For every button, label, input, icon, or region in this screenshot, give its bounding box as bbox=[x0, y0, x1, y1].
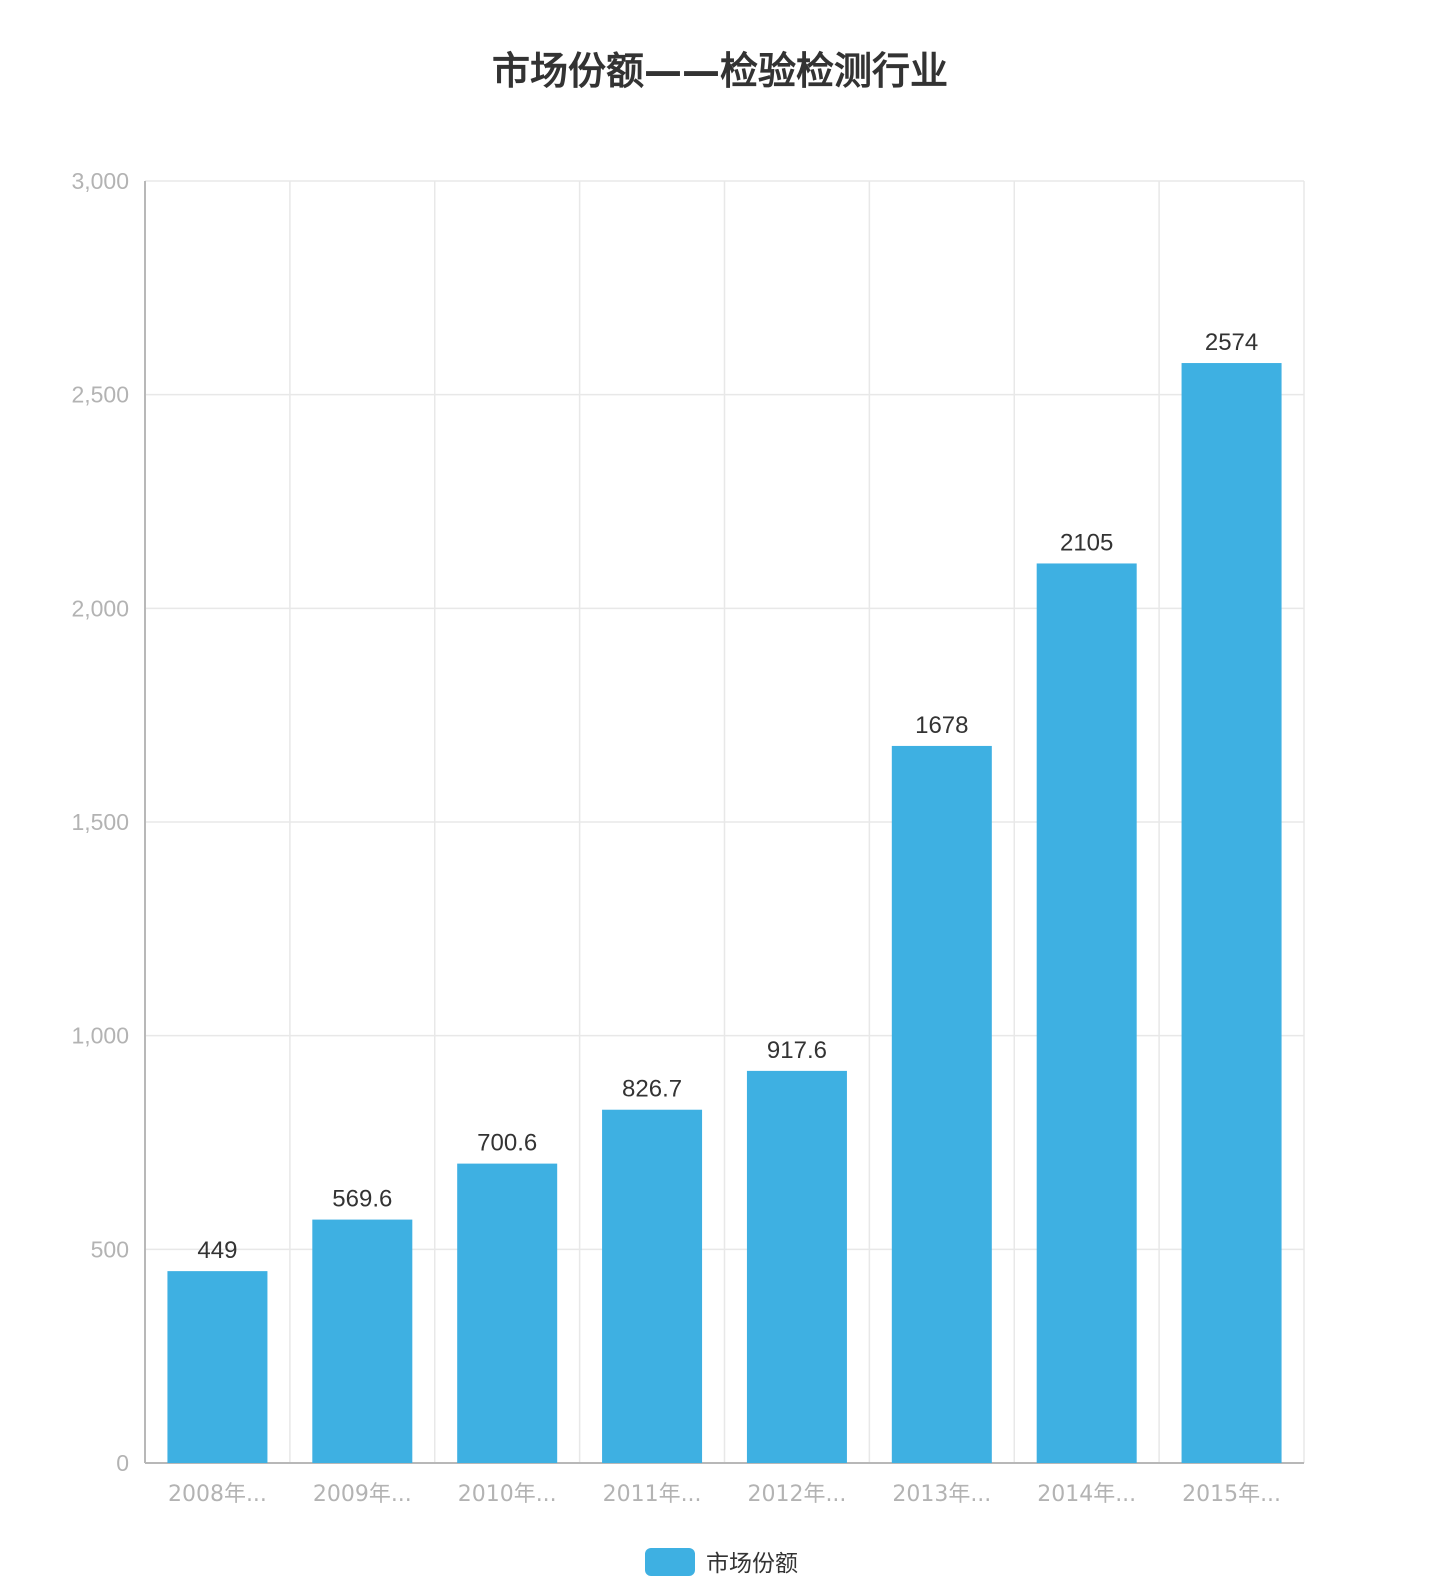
y-tick-label: 3,000 bbox=[71, 168, 129, 194]
chart-title: 市场份额——检验检测行业 bbox=[492, 49, 948, 93]
data-label: 826.7 bbox=[622, 1076, 682, 1103]
data-label: 2105 bbox=[1060, 529, 1113, 556]
bar[interactable] bbox=[1036, 563, 1137, 1463]
y-tick-label: 2,500 bbox=[71, 382, 129, 408]
bar[interactable] bbox=[746, 1070, 847, 1463]
bar[interactable] bbox=[602, 1109, 703, 1463]
data-label: 1678 bbox=[915, 712, 968, 739]
y-tick-label: 500 bbox=[91, 1236, 129, 1262]
data-label: 569.6 bbox=[332, 1186, 392, 1213]
y-tick-label: 1,500 bbox=[71, 809, 129, 835]
bars bbox=[167, 363, 1282, 1464]
x-tick-label: 2010年... bbox=[458, 1482, 557, 1507]
grid-lines bbox=[145, 180, 1305, 1463]
y-tick-label: 1,000 bbox=[71, 1023, 129, 1049]
y-tick-label: 2,000 bbox=[71, 595, 129, 621]
data-label: 917.6 bbox=[767, 1037, 827, 1064]
x-tick-label: 2013年... bbox=[892, 1482, 991, 1507]
bar[interactable] bbox=[457, 1163, 558, 1463]
legend-label[interactable]: 市场份额 bbox=[706, 1551, 798, 1577]
data-labels: 449 569.6 700.6 826.7 917.6 1678 2105 2574 bbox=[197, 329, 1258, 1264]
data-label: 700.6 bbox=[477, 1130, 537, 1157]
x-tick-label: 2008年... bbox=[168, 1482, 267, 1507]
legend-swatch[interactable] bbox=[645, 1548, 695, 1576]
bar[interactable] bbox=[167, 1271, 268, 1463]
x-tick-label: 2009年... bbox=[313, 1482, 412, 1507]
x-tick-label: 2011年... bbox=[603, 1482, 702, 1507]
y-tick-label: 0 bbox=[116, 1450, 129, 1476]
x-tick-label: 2015年... bbox=[1182, 1482, 1281, 1507]
bar[interactable] bbox=[1181, 363, 1282, 1464]
bar[interactable] bbox=[312, 1219, 413, 1463]
axes: 0 500 1,000 1,500 2,000 2,500 3,000 2008年... 200… bbox=[71, 168, 1304, 1507]
x-tick-label: 2012年... bbox=[747, 1482, 846, 1507]
data-label: 2574 bbox=[1205, 329, 1258, 356]
data-label: 449 bbox=[197, 1237, 237, 1264]
legend[interactable]: 市场份额 bbox=[645, 1548, 798, 1577]
x-tick-label: 2014年... bbox=[1037, 1482, 1136, 1507]
bar[interactable] bbox=[891, 745, 992, 1463]
